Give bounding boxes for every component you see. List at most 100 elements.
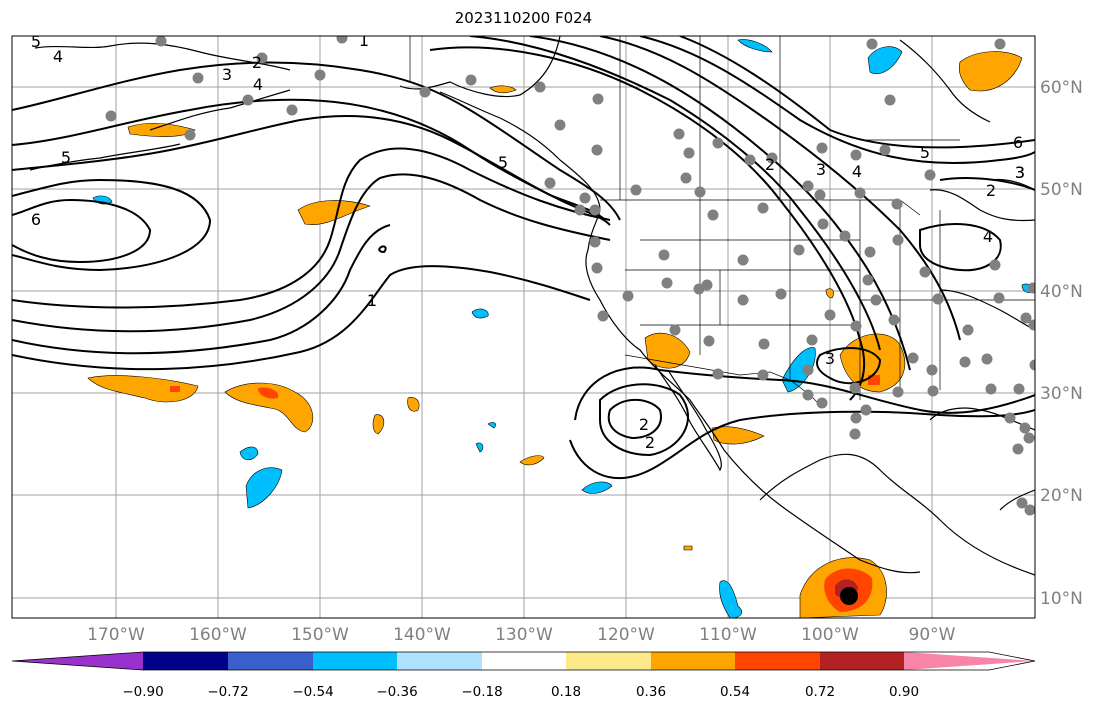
station-dot bbox=[1004, 412, 1016, 424]
station-dot bbox=[712, 368, 724, 380]
station-dot bbox=[860, 404, 872, 416]
station-dot bbox=[962, 324, 974, 336]
contour-label: 3 bbox=[1015, 163, 1025, 182]
station-dot bbox=[589, 204, 601, 216]
station-dot bbox=[712, 137, 724, 149]
colorbar-ticks: −0.90 −0.72 −0.54 −0.36 −0.18 0.18 0.36 … bbox=[122, 684, 919, 700]
station-dot bbox=[737, 294, 749, 306]
station-dot bbox=[775, 288, 787, 300]
station-dot bbox=[336, 36, 348, 44]
colorbar-segment bbox=[904, 652, 1035, 670]
station-dot bbox=[757, 369, 769, 381]
station-dot bbox=[802, 389, 814, 401]
contour-label: 5 bbox=[61, 148, 71, 167]
station-dot bbox=[816, 142, 828, 154]
station-dot bbox=[683, 147, 695, 159]
station-dot bbox=[192, 72, 204, 84]
colorbar-tick-label: 0.90 bbox=[889, 684, 919, 700]
colorbar-segment bbox=[566, 652, 651, 670]
map-frame bbox=[11, 35, 1036, 619]
station-dot bbox=[981, 353, 993, 365]
longitude-axis: 170°W 160°W 150°W 140°W 130°W 120°W 110°… bbox=[87, 625, 956, 645]
station-dot bbox=[864, 246, 876, 258]
station-dot bbox=[1029, 359, 1035, 371]
station-dot bbox=[744, 154, 756, 166]
station-dot bbox=[817, 218, 829, 230]
station-dot bbox=[591, 262, 603, 274]
contour-label: 1 bbox=[367, 291, 377, 310]
station-dot bbox=[994, 38, 1006, 50]
contour-label: 2 bbox=[765, 155, 775, 174]
station-dot bbox=[703, 335, 715, 347]
coastlines bbox=[29, 36, 1035, 576]
contour-label: 3 bbox=[816, 160, 826, 179]
station-dot bbox=[630, 184, 642, 196]
colorbar-tick-label: −0.72 bbox=[207, 684, 248, 700]
station-dot bbox=[622, 290, 634, 302]
station-dot bbox=[919, 266, 931, 278]
station-dot bbox=[554, 119, 566, 131]
lon-label: 120°W bbox=[597, 625, 655, 645]
station-dot bbox=[680, 172, 692, 184]
lon-label: 110°W bbox=[699, 625, 757, 645]
contour-label: 4 bbox=[53, 47, 63, 66]
station-dot bbox=[766, 152, 778, 164]
station-dot bbox=[737, 254, 749, 266]
station-dot bbox=[694, 186, 706, 198]
contour-label: 4 bbox=[253, 75, 263, 94]
station-dot bbox=[673, 128, 685, 140]
colorbar-segment bbox=[143, 652, 228, 670]
station-dot bbox=[534, 81, 546, 93]
station-dot bbox=[888, 314, 900, 326]
contour-label: 5 bbox=[498, 153, 508, 172]
station-dot bbox=[591, 144, 603, 156]
station-dot bbox=[757, 202, 769, 214]
station-dot bbox=[669, 324, 681, 336]
colorbar-tick-label: 0.18 bbox=[551, 684, 581, 700]
lat-label: 20°N bbox=[1040, 486, 1083, 506]
station-dot bbox=[993, 292, 1005, 304]
colorbar-tick-label: 0.54 bbox=[720, 684, 750, 700]
station-dot bbox=[286, 104, 298, 116]
colorbar-tick-label: 0.72 bbox=[805, 684, 835, 700]
station-dot bbox=[802, 364, 814, 376]
station-dot bbox=[544, 177, 556, 189]
station-dot bbox=[256, 52, 268, 64]
station-dot bbox=[661, 277, 673, 289]
lat-label: 50°N bbox=[1040, 180, 1083, 200]
station-dot bbox=[184, 129, 196, 141]
station-dot bbox=[579, 192, 591, 204]
contour-label: 4 bbox=[983, 227, 993, 246]
colorbar-segment bbox=[397, 652, 482, 670]
contour-label: 2 bbox=[639, 415, 649, 434]
station-dot bbox=[758, 338, 770, 350]
station-dot bbox=[907, 352, 919, 364]
station-dot bbox=[793, 244, 805, 256]
station-dot bbox=[592, 93, 604, 105]
contour-label: 4 bbox=[852, 162, 862, 181]
station-dot bbox=[959, 356, 971, 368]
colorbar-segment bbox=[735, 652, 820, 670]
map-title: 2023110200 F024 bbox=[454, 9, 593, 27]
station-dot bbox=[989, 259, 1001, 271]
contour-label: 6 bbox=[1013, 133, 1023, 152]
station-dot bbox=[926, 364, 938, 376]
station-dot bbox=[985, 383, 997, 395]
station-dot bbox=[1028, 319, 1035, 331]
colorbar bbox=[11, 651, 1036, 671]
station-dot bbox=[884, 94, 896, 106]
contour-label: 3 bbox=[1015, 163, 1025, 182]
station-dot bbox=[802, 180, 814, 192]
station-dot bbox=[1023, 432, 1035, 444]
lon-label: 140°W bbox=[393, 625, 451, 645]
contour-label: 3 bbox=[222, 65, 232, 84]
station-dot bbox=[105, 110, 117, 122]
colorbar-segment bbox=[313, 652, 397, 670]
station-dot bbox=[465, 74, 477, 86]
latitude-axis: 60°N 50°N 40°N 30°N 20°N 10°N bbox=[1040, 78, 1083, 609]
colorbar-tick-label: −0.18 bbox=[461, 684, 502, 700]
colorbar-outline bbox=[11, 651, 1036, 671]
station-dot bbox=[589, 236, 601, 248]
station-dot bbox=[701, 279, 713, 291]
